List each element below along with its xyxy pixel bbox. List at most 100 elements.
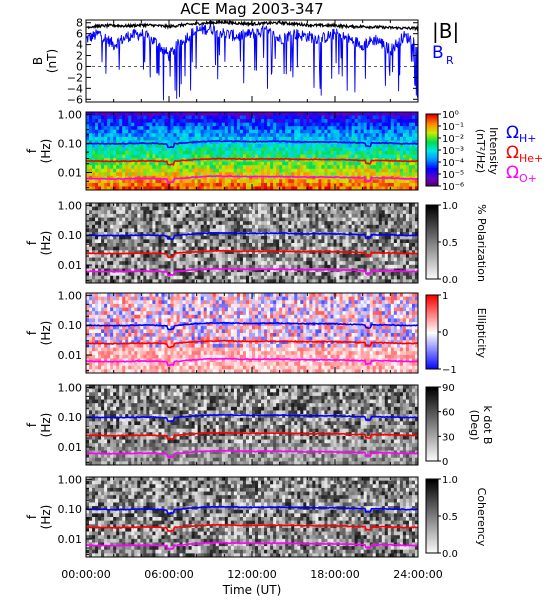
spectrogram-cell	[348, 239, 352, 244]
spectrogram-cell	[158, 126, 162, 131]
spectrogram-cell	[297, 213, 301, 218]
spectrogram-cell	[140, 217, 144, 222]
spectrogram-cell	[107, 228, 111, 233]
spectrogram-cell	[86, 186, 90, 191]
spectrogram-cell	[294, 136, 298, 141]
spectrogram-cell	[294, 264, 298, 269]
spectrogram-cell	[170, 213, 174, 218]
spectrogram-cell	[98, 246, 102, 251]
spectrogram-cell	[179, 246, 183, 251]
spectrogram-cell	[348, 151, 352, 155]
spectrogram-cell	[279, 239, 283, 244]
spectrogram-cell	[297, 253, 301, 258]
spectrogram-cell	[110, 115, 114, 120]
spectrogram-cell	[315, 115, 319, 120]
spectrogram-cell	[378, 151, 383, 155]
spectrogram-cell	[351, 168, 356, 173]
spectrogram-cell	[408, 182, 413, 187]
spectrogram-cell	[411, 243, 416, 248]
spectrogram-cell	[411, 172, 416, 177]
spectrogram-cell	[200, 261, 205, 266]
spectrogram-cell	[107, 272, 111, 277]
spectrogram-cell	[230, 239, 235, 244]
spectrogram-cell	[212, 136, 217, 141]
spectrogram-cell	[327, 165, 331, 170]
spectrogram-cell	[134, 126, 138, 131]
spectrogram-cell	[327, 151, 331, 155]
spectrogram-cell	[125, 213, 129, 218]
spectrogram-cell	[134, 210, 138, 215]
spectrogram-cell	[173, 253, 177, 258]
spectrogram-cell	[321, 168, 325, 173]
spectrogram-cell	[378, 272, 383, 277]
spectrogram-cell	[384, 203, 389, 208]
spectrogram-cell	[399, 272, 404, 277]
spectrogram-cell	[188, 261, 193, 266]
spectrogram-cell	[128, 147, 132, 152]
spectrogram-cell	[381, 154, 386, 159]
spectrogram-cell	[134, 112, 138, 116]
spectrogram-cell	[113, 151, 117, 155]
spectrogram-cell	[98, 182, 102, 187]
spectrogram-cell	[248, 136, 253, 141]
spectrogram-cell	[318, 122, 322, 127]
spectrogram-cell	[354, 257, 359, 262]
spectrogram-cell	[104, 168, 108, 173]
spectrogram-cell	[324, 246, 328, 251]
spectrogram-cell	[384, 221, 389, 226]
spectrogram-cell	[101, 182, 105, 187]
spectrogram-cell	[402, 179, 407, 184]
spectrogram-cell	[372, 147, 377, 152]
spectrogram-cell	[360, 151, 365, 155]
spectrogram-cell	[164, 115, 168, 120]
spectrogram-cell	[134, 243, 138, 248]
spectrogram-cell	[273, 203, 277, 208]
spectrogram-cell	[273, 151, 277, 155]
spectrogram-cell	[297, 279, 301, 284]
spectrogram-cell	[119, 143, 123, 148]
spectrogram-cell	[191, 126, 196, 131]
spectrogram-cell	[110, 235, 114, 240]
spectrogram-cell	[128, 140, 132, 145]
spectrogram-cell	[212, 264, 217, 269]
spectrogram-cell	[248, 203, 253, 208]
spectrogram-cell	[258, 268, 262, 273]
spectrogram-cell	[248, 253, 253, 258]
spectrogram-cell	[339, 186, 343, 191]
spectrogram-cell	[270, 217, 274, 222]
spectrogram-cell	[191, 253, 196, 258]
spectrogram-cell	[107, 203, 111, 208]
spectrogram-cell	[354, 179, 359, 184]
spectrogram-cell	[158, 122, 162, 127]
spectrogram-cell	[155, 213, 159, 218]
spectrogram-cell	[89, 115, 93, 120]
spectrogram-cell	[270, 246, 274, 251]
spectrogram-cell	[137, 213, 141, 218]
spectrogram-cell	[119, 246, 123, 251]
spectrogram-cell	[236, 224, 241, 229]
spectrogram-cell	[396, 115, 401, 120]
spectrogram-cell	[143, 228, 147, 233]
spectrogram-cell	[212, 168, 217, 173]
spectrogram-cell	[282, 165, 286, 170]
spectrogram-cell	[312, 136, 316, 141]
spectrogram-cell	[411, 279, 416, 284]
spectrogram-cell	[414, 119, 419, 124]
spectrogram-cell	[248, 133, 253, 138]
spectrogram-cell	[215, 235, 220, 240]
spectrogram-cell	[354, 115, 359, 120]
spectrogram-cell	[339, 206, 343, 211]
spectrogram-cell	[285, 239, 289, 244]
spectrogram-cell	[143, 235, 147, 240]
spectrogram-cell	[161, 168, 165, 173]
spectrogram-cell	[200, 203, 205, 208]
spectrogram-cell	[206, 239, 211, 244]
spectrogram-cell	[206, 235, 211, 240]
spectrogram-cell	[92, 112, 96, 116]
gyro-line-ΩHe+	[85, 157, 418, 166]
spectrogram-cell	[230, 221, 235, 226]
spectrogram-cell	[95, 268, 99, 273]
spectrogram-cell	[255, 126, 259, 131]
colorbar-tick-label: 10⁰	[442, 110, 459, 121]
spectrogram-cell	[357, 239, 362, 244]
